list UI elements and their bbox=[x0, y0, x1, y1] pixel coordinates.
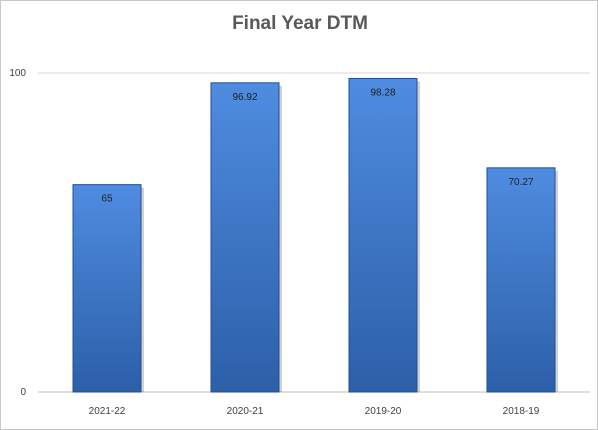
bar bbox=[210, 82, 280, 393]
data-label: 65 bbox=[101, 194, 113, 205]
data-label: 96.92 bbox=[232, 92, 257, 103]
bar bbox=[486, 167, 556, 393]
chart-title: Final Year DTM bbox=[232, 13, 368, 34]
x-tick-label: 2018-19 bbox=[503, 406, 540, 417]
data-label: 98.28 bbox=[370, 87, 395, 98]
bar bbox=[348, 77, 418, 393]
x-tick-label: 2021-22 bbox=[89, 406, 126, 417]
y-tick-label: 0 bbox=[20, 387, 26, 398]
data-label: 70.27 bbox=[508, 177, 533, 188]
x-tick-label: 2020-21 bbox=[227, 406, 264, 417]
x-tick-label: 2019-20 bbox=[365, 406, 402, 417]
bar bbox=[72, 184, 142, 393]
y-tick-label: 100 bbox=[9, 68, 26, 79]
